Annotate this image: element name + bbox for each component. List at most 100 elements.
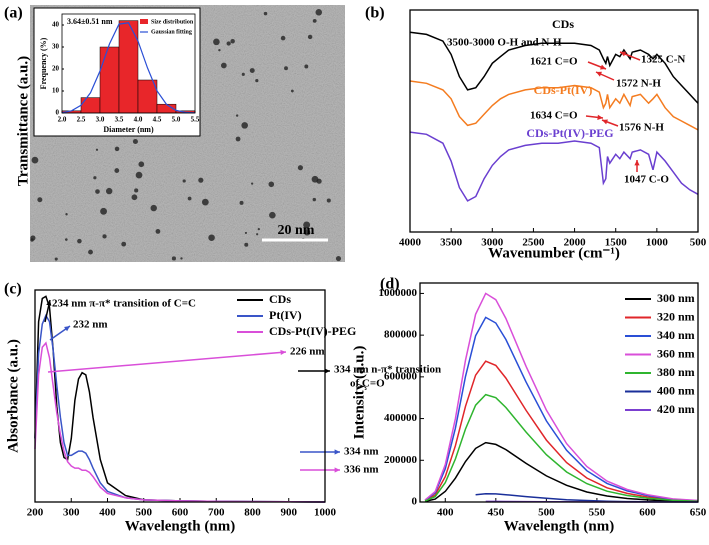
particle	[312, 197, 317, 202]
series-line	[34, 313, 326, 503]
x-tick-label: 500	[136, 507, 153, 519]
particle	[284, 66, 288, 71]
series-label: CDs-Pt(IV)	[534, 83, 593, 97]
panel-label: (b)	[365, 5, 385, 22]
x-tick-label: 550	[589, 507, 606, 519]
annotation: 3500-3000 O-H and N-H	[447, 37, 562, 49]
annotation: 1634 C=O	[530, 110, 578, 122]
y-tick-label: 1000000	[379, 287, 418, 299]
x-tick-label: 2.5	[77, 116, 86, 124]
y-axis-title: Intensity (a.u.)	[351, 346, 367, 440]
particle	[241, 72, 245, 76]
particle	[54, 257, 58, 261]
particle	[335, 255, 342, 262]
particle	[251, 182, 254, 185]
particle	[95, 148, 99, 151]
series-line	[409, 131, 699, 202]
particle	[208, 234, 215, 242]
bar	[80, 97, 101, 114]
annotation: 234 nm π-π* transition of C=C	[52, 298, 196, 310]
particle	[114, 146, 120, 152]
plot-frame	[34, 289, 326, 503]
legend-swatch	[140, 19, 148, 24]
particle	[303, 221, 311, 229]
particle	[269, 211, 276, 219]
particle	[244, 231, 248, 235]
legend-label: Pt(IV)	[269, 308, 302, 322]
particle	[105, 187, 113, 195]
particle	[257, 227, 260, 231]
x-tick-label: 1500	[605, 237, 628, 249]
series-line	[424, 393, 699, 502]
particle	[239, 200, 244, 205]
x-axis-title: Wavenumber (cm⁻¹)	[488, 245, 620, 261]
legend-label: Gaussian fitting	[151, 29, 192, 35]
x-axis-title: Wavelength (nm)	[504, 518, 614, 534]
x-tick-label: 400	[437, 507, 454, 519]
x-axis-title: Wavelength (nm)	[125, 518, 235, 534]
annotation: 1576 N-H	[619, 122, 664, 134]
particle	[326, 198, 331, 203]
y-tick-label: 0	[412, 496, 418, 508]
legend-label: CDs	[269, 292, 291, 306]
y-tick-label: 30	[52, 43, 60, 51]
particle	[297, 165, 303, 171]
legend-label: CDs-Pt(IV)-PEG	[269, 324, 356, 338]
bar	[99, 46, 120, 114]
arrow-head	[596, 71, 602, 77]
x-tick-label: 5.0	[172, 116, 181, 124]
x-tick-label: 700	[208, 507, 225, 519]
particle	[220, 62, 227, 69]
series-label: CDs-Pt(IV)-PEG	[526, 126, 613, 140]
particle	[235, 136, 241, 142]
particle	[268, 181, 275, 188]
particle	[307, 34, 313, 40]
x-tick-label: 450	[488, 507, 505, 519]
arrow-head	[602, 119, 608, 125]
particle	[198, 177, 204, 183]
y-axis-title: Absorbance (a.u.)	[5, 339, 21, 453]
y-axis-title: Frequency (%)	[39, 37, 48, 89]
fit-line	[61, 22, 196, 114]
y-tick-label: 20	[52, 65, 60, 73]
particle	[312, 18, 317, 23]
particle	[114, 168, 120, 173]
y-tick-label: 800000	[384, 329, 418, 341]
legend-label: Size distribution	[151, 19, 194, 25]
plot-frame	[61, 13, 196, 114]
particle	[31, 156, 39, 164]
annotation: 1047 C-O	[624, 174, 669, 186]
arrow-head	[324, 368, 330, 374]
particle	[131, 194, 138, 201]
particle	[95, 189, 100, 194]
annotation: 1325 C-N	[641, 54, 685, 66]
x-tick-label: 4.0	[134, 116, 143, 124]
x-tick-label: 500	[538, 507, 555, 519]
series-line	[409, 80, 699, 131]
legend-label: 420 nm	[657, 402, 695, 416]
x-tick-label: 900	[281, 507, 298, 519]
particle	[263, 11, 268, 16]
arrow-head	[334, 449, 340, 455]
arrow-head	[64, 326, 70, 332]
particle	[37, 197, 43, 203]
arrow-head	[334, 467, 340, 473]
particle	[134, 188, 139, 193]
annotation: 336 nm	[344, 464, 379, 476]
x-tick-label: 3000	[481, 237, 504, 249]
series-line	[424, 292, 699, 502]
y-axis-title: Transmittance (a.u.)	[15, 56, 31, 186]
annotation: 1621 C=O	[530, 56, 578, 68]
x-tick-label: 600	[639, 507, 656, 519]
series-line	[409, 31, 699, 104]
particle	[235, 114, 239, 117]
particle	[150, 204, 157, 212]
x-tick-label: 3500	[440, 237, 463, 249]
particle	[135, 171, 143, 179]
arrow-head	[600, 64, 606, 70]
arrow-head	[597, 114, 603, 120]
annotation: 3.64±0.51 nm	[67, 17, 113, 26]
y-tick-label: 400000	[384, 412, 418, 424]
